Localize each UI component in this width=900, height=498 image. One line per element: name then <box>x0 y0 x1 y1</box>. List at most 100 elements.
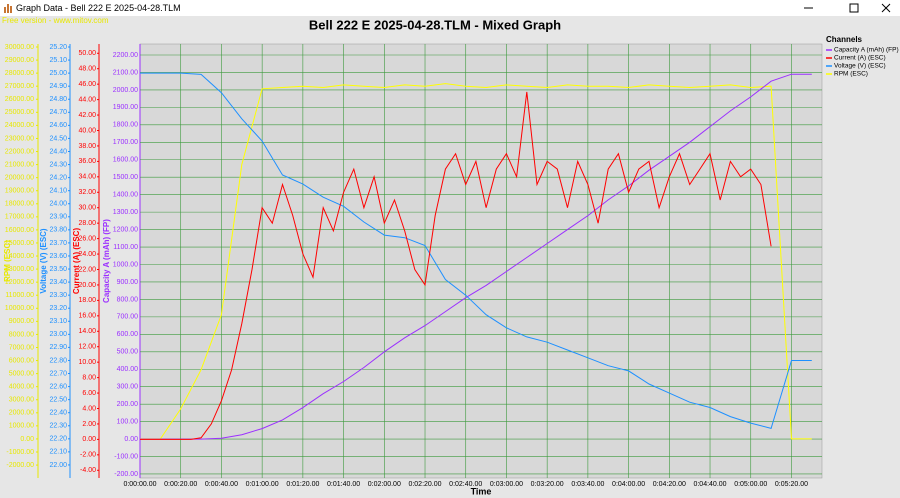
x-tick-label: 0:02:40.00 <box>449 481 482 488</box>
y-tick-label: 26000.00 <box>5 96 34 103</box>
legend-label: Capacity A (mAh) (FP) <box>834 47 899 54</box>
y-tick-label: 600.00 <box>117 331 139 338</box>
y-tick-label: 2100.00 <box>113 69 138 76</box>
app-icon <box>4 4 12 13</box>
y-tick-label: 22.20 <box>49 436 67 443</box>
y-tick-label: 9000.00 <box>9 318 34 325</box>
y-tick-label: 1200.00 <box>113 226 138 233</box>
x-tick-label: 0:02:20.00 <box>408 481 441 488</box>
close-button[interactable] <box>881 3 891 13</box>
y-tick-label: -2.00 <box>80 452 96 459</box>
y-tick-label: 24.80 <box>49 96 67 103</box>
y-tick-label: 1700.00 <box>113 139 138 146</box>
y-tick-label: 30.00 <box>78 205 96 212</box>
y-tick-label: 42.00 <box>78 112 96 119</box>
x-tick-label: 0:04:20.00 <box>653 481 686 488</box>
y-tick-label: 900.00 <box>117 279 139 286</box>
y-tick-label: 23.20 <box>49 305 67 312</box>
legend-title: Channels <box>826 35 863 44</box>
x-tick-label: 0:05:20.00 <box>775 481 808 488</box>
legend-label: RPM (ESC) <box>834 71 868 78</box>
title-bar <box>0 0 900 16</box>
x-tick-label: 0:01:40.00 <box>327 481 360 488</box>
y-tick-label: 28000.00 <box>5 70 34 77</box>
y-tick-label: 1100.00 <box>113 244 138 251</box>
y-tick-label: 10.00 <box>78 359 96 366</box>
y-tick-label: 200.00 <box>117 401 139 408</box>
y-tick-label: 50.00 <box>78 50 96 57</box>
x-tick-label: 0:00:00.00 <box>123 481 156 488</box>
series-line <box>140 83 812 440</box>
y-tick-label: 24.60 <box>49 122 67 129</box>
y-tick-label: 28.00 <box>78 220 96 227</box>
y-tick-label: 25.20 <box>49 44 67 51</box>
y-tick-label: 0.00 <box>82 436 96 443</box>
y-tick-label: 500.00 <box>117 349 139 356</box>
y-tick-label: 5000.00 <box>9 370 34 377</box>
y-tick-label: 22.90 <box>49 344 67 351</box>
y-tick-label: 1900.00 <box>113 104 138 111</box>
y-tick-label: 22.80 <box>49 357 67 364</box>
y-tick-label: 1000.00 <box>9 423 34 430</box>
y-tick-label: 22.30 <box>49 423 67 430</box>
y-tick-label: 23.80 <box>49 227 67 234</box>
y-tick-label: 22.70 <box>49 370 67 377</box>
x-tick-label: 0:01:00.00 <box>246 481 279 488</box>
y-tick-label: 16.00 <box>78 313 96 320</box>
y-tick-label: 100.00 <box>117 418 139 425</box>
y-tick-label: 6.00 <box>82 390 96 397</box>
y-tick-label: 21000.00 <box>5 161 34 168</box>
y-tick-label: 1000.00 <box>113 261 138 268</box>
y-tick-label: 24.00 <box>78 251 96 258</box>
y-tick-label: 24000.00 <box>5 122 34 129</box>
y-tick-label: 17000.00 <box>5 214 34 221</box>
y-tick-label: 24.90 <box>49 83 67 90</box>
y-axis-title: RPM (ESC) <box>3 240 12 282</box>
y-tick-label: 38.00 <box>78 143 96 150</box>
y-tick-label: 16000.00 <box>5 227 34 234</box>
x-axis-title: Time <box>471 486 492 496</box>
y-tick-label: 18.00 <box>78 297 96 304</box>
x-tick-label: 0:02:00.00 <box>368 481 401 488</box>
watermark: Free version - www.mitov.com <box>2 16 109 25</box>
y-tick-label: 18000.00 <box>5 201 34 208</box>
y-tick-label: 25.00 <box>49 70 67 77</box>
legend-label: Voltage (V) (ESC) <box>834 63 886 70</box>
y-tick-label: 23.10 <box>49 318 67 325</box>
y-tick-label: 2000.00 <box>9 410 34 417</box>
x-tick-label: 0:00:20.00 <box>164 481 197 488</box>
y-tick-label: 22.60 <box>49 383 67 390</box>
y-tick-label: 12000.00 <box>5 279 34 286</box>
maximize-button[interactable] <box>849 3 859 13</box>
y-tick-label: 8.00 <box>82 374 96 381</box>
y-tick-label: 13000.00 <box>5 266 34 273</box>
y-tick-label: 7000.00 <box>9 344 34 351</box>
y-tick-label: 24.20 <box>49 174 67 181</box>
series-line <box>140 73 812 440</box>
y-tick-label: 4.00 <box>82 405 96 412</box>
y-tick-label: 2.00 <box>82 421 96 428</box>
y-tick-label: 400.00 <box>117 366 139 373</box>
y-tick-label: 22.00 <box>49 462 67 469</box>
y-tick-label: 1500.00 <box>113 174 138 181</box>
y-tick-label: 44.00 <box>78 96 96 103</box>
y-tick-label: 24.50 <box>49 135 67 142</box>
x-tick-label: 0:00:40.00 <box>205 481 238 488</box>
x-tick-label: 0:04:00.00 <box>612 481 645 488</box>
y-tick-label: 46.00 <box>78 81 96 88</box>
window-title: Graph Data - Bell 222 E 2025-04-28.TLM <box>16 3 181 13</box>
y-tick-label: 22000.00 <box>5 148 34 155</box>
y-tick-label: 1400.00 <box>113 192 138 199</box>
series-line <box>140 91 772 440</box>
y-tick-label: 2000.00 <box>113 87 138 94</box>
y-tick-label: -4.00 <box>80 467 96 474</box>
x-tick-label: 0:03:40.00 <box>571 481 604 488</box>
y-tick-label: 23.50 <box>49 266 67 273</box>
y-tick-label: 22.00 <box>78 266 96 273</box>
y-tick-label: 19000.00 <box>5 188 34 195</box>
y-tick-label: 29000.00 <box>5 57 34 64</box>
y-tick-label: 23.30 <box>49 292 67 299</box>
y-tick-label: -200.00 <box>114 471 138 478</box>
y-tick-label: 800.00 <box>117 296 139 303</box>
